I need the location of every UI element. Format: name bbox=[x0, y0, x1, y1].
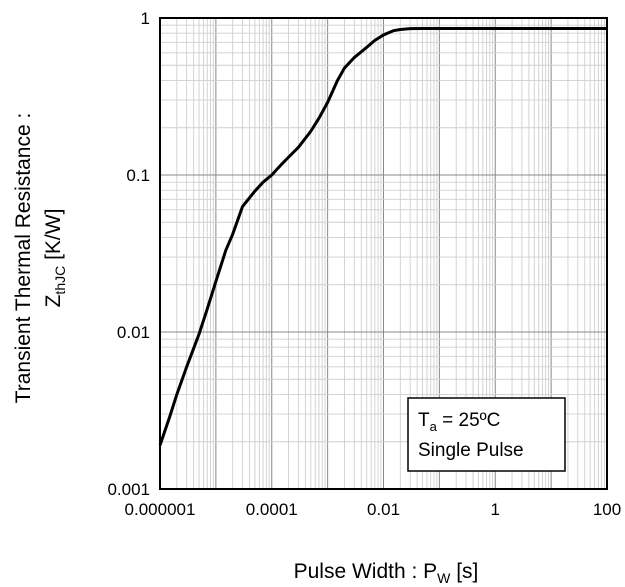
y-tick-label: 0.01 bbox=[117, 323, 150, 342]
y-tick-label: 1 bbox=[141, 9, 150, 28]
x-tick-label: 0.01 bbox=[367, 500, 400, 519]
x-tick-label: 1 bbox=[491, 500, 500, 519]
x-axis-label: Pulse Width : PW [s] bbox=[294, 560, 479, 586]
x-tick-label: 0.000001 bbox=[125, 500, 196, 519]
legend-line-2: Single Pulse bbox=[418, 440, 524, 461]
x-tick-label: 100 bbox=[593, 500, 621, 519]
tick-labels: 0.000001 0.0001 0.01 1 100 0.001 0.01 0.1 1 bbox=[107, 9, 621, 519]
legend-box bbox=[407, 397, 566, 472]
legend-line-1: Ta = 25ºC bbox=[418, 410, 500, 434]
y-axis-label-line-2: ZthJC [K/W] bbox=[42, 209, 68, 308]
y-axis-label-line-1: Transient Thermal Resistance : bbox=[12, 113, 35, 404]
series-line bbox=[158, 26, 607, 446]
y-tick-label: 0.001 bbox=[107, 480, 150, 499]
x-tick-label: 0.0001 bbox=[246, 500, 298, 519]
plot-frame bbox=[159, 17, 608, 490]
y-tick-label: 0.1 bbox=[126, 166, 150, 185]
legend: Ta = 25ºC Single Pulse bbox=[407, 397, 566, 472]
